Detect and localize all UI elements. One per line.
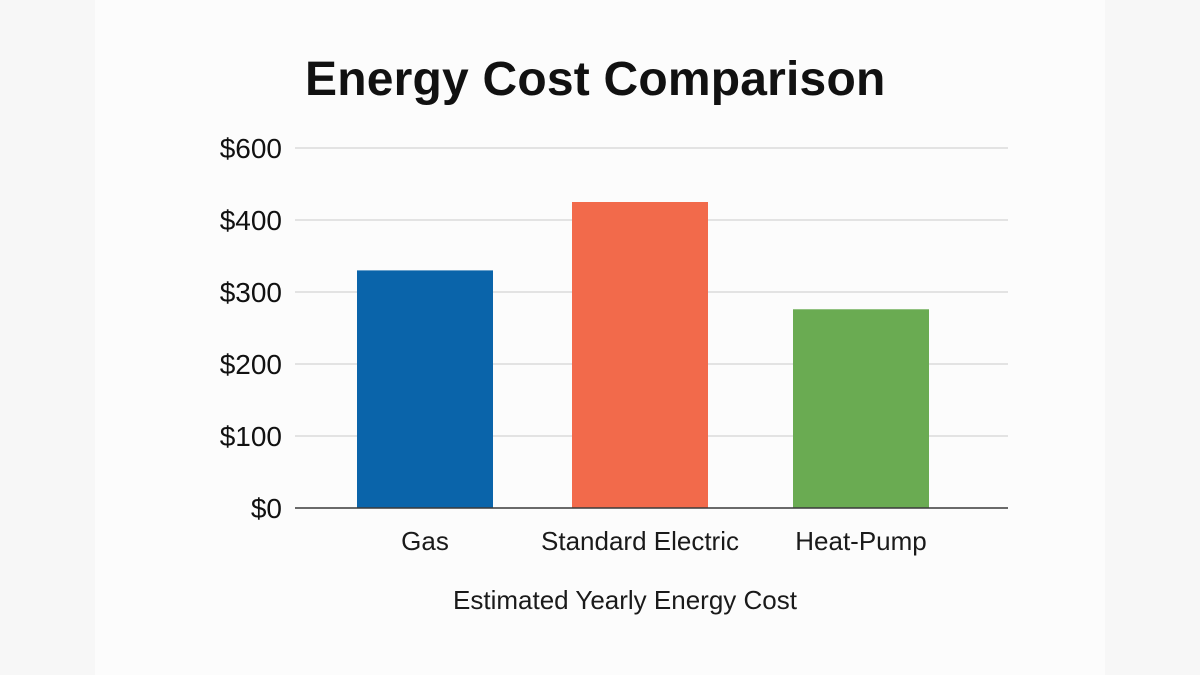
x-tick-labels: Gas Standard Electric Heat-Pump xyxy=(401,526,927,556)
x-tick-label: Heat-Pump xyxy=(795,526,927,556)
x-tick-label: Standard Electric xyxy=(541,526,739,556)
x-tick-label: Gas xyxy=(401,526,449,556)
bar-gas xyxy=(357,270,493,508)
chart-title: Energy Cost Comparison xyxy=(305,53,886,106)
y-tick-label: $300 xyxy=(220,277,282,308)
y-tick-label: $400 xyxy=(220,205,282,236)
x-axis-title: Estimated Yearly Energy Cost xyxy=(453,585,797,615)
y-tick-label: $0 xyxy=(251,493,282,524)
y-tick-label: $600 xyxy=(220,133,282,164)
y-tick-labels: $0 $100 $200 $300 $400 $600 xyxy=(220,133,282,524)
bars xyxy=(357,202,929,508)
y-tick-label: $100 xyxy=(220,421,282,452)
bar-heat-pump xyxy=(793,309,929,508)
y-tick-label: $200 xyxy=(220,349,282,380)
bar-standard-electric xyxy=(572,202,708,508)
